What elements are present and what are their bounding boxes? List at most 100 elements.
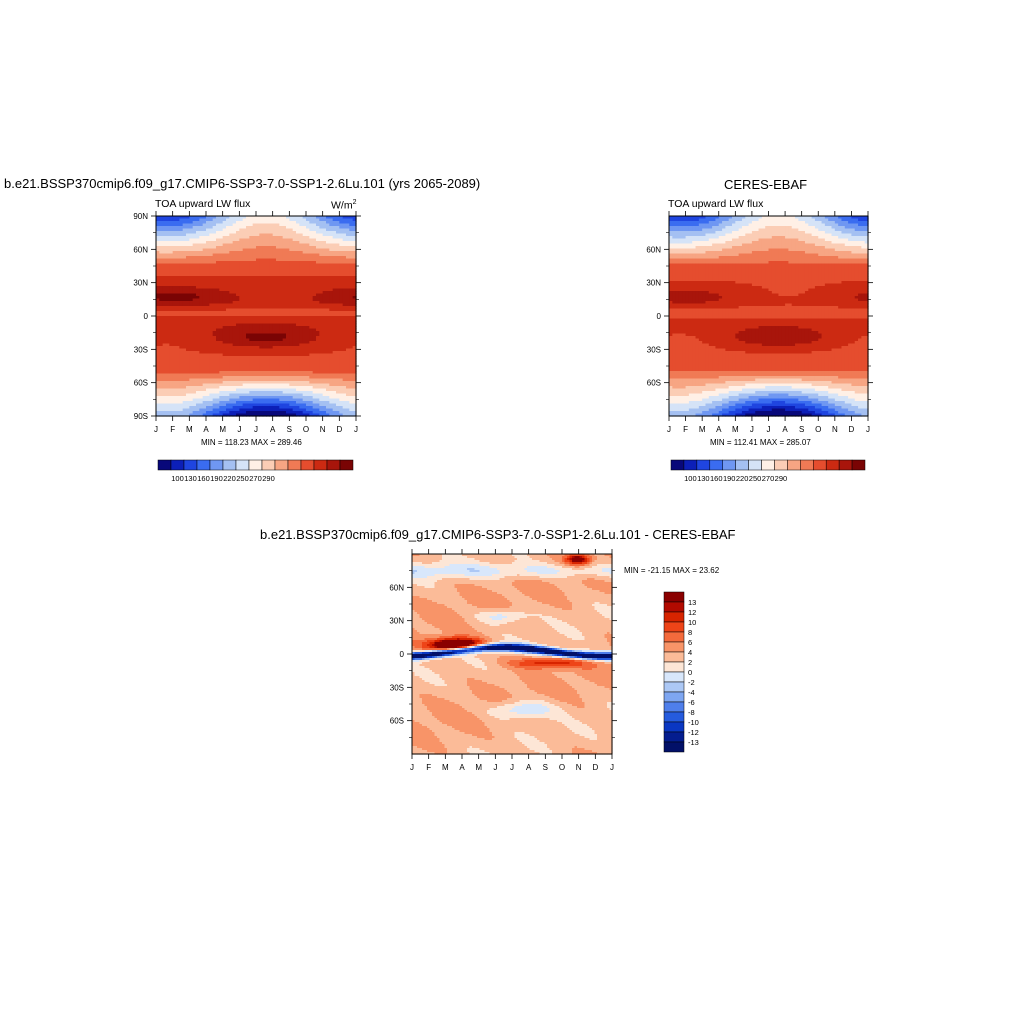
panel1-y-tick-label: 0	[144, 312, 149, 321]
panel3-heatmap	[412, 554, 613, 755]
panel3-colorbar-box	[663, 631, 685, 643]
panel1-x-tick-label: S	[287, 425, 292, 434]
panel2-x-tick-label: O	[815, 425, 821, 434]
panel1-colorbar-label: 190	[210, 474, 223, 483]
panel3-colorbar-box	[663, 591, 685, 603]
panel3-colorbar-box	[663, 671, 685, 683]
panel3-x-tick-label: D	[592, 763, 598, 772]
panel1-x-tick-label: A	[270, 425, 276, 434]
panel1-units-exponent: 2	[353, 199, 357, 206]
panel2-y-tick-label: 30N	[646, 279, 661, 288]
panel3-colorbar-box	[663, 661, 685, 673]
panel2-x-tick-label: N	[832, 425, 838, 434]
panel3-colorbar-box	[663, 601, 685, 613]
panel1-colorbar-box	[300, 459, 315, 471]
panel2-colorbar-box	[683, 459, 698, 471]
panel2-colorbar-box	[696, 459, 711, 471]
panel2-colorbar-label: 160	[710, 474, 723, 483]
panel1-x-tick-label: D	[336, 425, 342, 434]
panel2-x-tick-label: J	[866, 425, 870, 434]
panel1-x-tick-label: M	[186, 425, 193, 434]
panel1-heatmap	[156, 216, 357, 417]
panel3-colorbar-box	[663, 641, 685, 653]
panel2-y-tick-label: 0	[657, 312, 662, 321]
panel1-units-base: W/m	[331, 200, 353, 212]
panel1-colorbar-box	[170, 459, 185, 471]
panel3-colorbar-label: 4	[688, 648, 692, 657]
panel3-x-tick-label: S	[543, 763, 548, 772]
panel3-y-tick-label: 0	[400, 650, 405, 659]
panel3-colorbar-label: -10	[688, 718, 699, 727]
panel2-x-tick-label: S	[799, 425, 804, 434]
panel1-x-tick-label: J	[237, 425, 241, 434]
panel1-x-tick-label: J	[154, 425, 158, 434]
panel3-colorbar-label: -6	[688, 698, 695, 707]
panel1-colorbar-box	[209, 459, 224, 471]
panel2-x-tick-label: J	[667, 425, 671, 434]
panel2-x-tick-label: A	[716, 425, 722, 434]
panel1-stats: MIN = 118.23 MAX = 289.46	[201, 438, 302, 447]
panel2-colorbar-label: 130	[697, 474, 710, 483]
panel2-colorbar-box	[800, 459, 814, 471]
panel3-colorbar-label: 8	[688, 628, 692, 637]
panel3-colorbar-label: 13	[688, 598, 696, 607]
panel1-y-tick-label: 90S	[134, 412, 148, 421]
panel1-colorbar-box	[235, 459, 250, 471]
panel1-colorbar-label: 130	[184, 474, 197, 483]
panel3-colorbar-label: -12	[688, 728, 699, 737]
panel3-colorbar-box	[663, 701, 685, 713]
panel2-colorbar-label: 100	[684, 474, 697, 483]
panel3-colorbar-box	[663, 731, 685, 743]
panel3-x-tick-label: J	[493, 763, 497, 772]
panel1-colorbar-box	[339, 459, 354, 471]
panel3-colorbar-label: 0	[688, 668, 692, 677]
panel3-colorbar-label: -2	[688, 678, 695, 687]
panel2-y-tick-label: 30S	[647, 345, 661, 354]
panel3-x-tick-label: M	[442, 763, 449, 772]
panel1-y-tick-label: 30N	[133, 279, 148, 288]
panel3-colorbar-box	[663, 611, 685, 623]
panel2-x-tick-label: M	[732, 425, 739, 434]
panel3-colorbar-label: 2	[688, 658, 692, 667]
panel1-y-tick-label: 60S	[134, 379, 148, 388]
panel3-colorbar-box	[663, 621, 685, 633]
panel3-y-tick-label: 60N	[389, 583, 404, 592]
panel2-x-tick-label: M	[699, 425, 706, 434]
panel2-colorbar-box	[774, 459, 788, 471]
panel3-colorbar-label: 12	[688, 608, 696, 617]
panel2-colorbar-label: 220	[736, 474, 749, 483]
panel2-colorbar-box	[813, 459, 827, 471]
panel3-x-tick-label: J	[610, 763, 614, 772]
panel2-colorbar-box	[838, 459, 853, 471]
panel1-x-tick-label: J	[254, 425, 258, 434]
panel1-colorbar-box	[196, 459, 211, 471]
panel1-colorbar-box	[274, 459, 289, 471]
panel1-colorbar-box	[157, 459, 172, 471]
panel3-y-tick-label: 60S	[390, 717, 404, 726]
panel1-colorbar-label: 160	[197, 474, 210, 483]
panel1-colorbar-box	[261, 459, 276, 471]
panel3-colorbar-label: 10	[688, 618, 696, 627]
panel2-colorbar-label: 290	[775, 474, 788, 483]
panel1-y-tick-label: 60N	[133, 245, 148, 254]
panel2-y-tick-label: 60N	[646, 245, 661, 254]
panel3-x-tick-label: A	[459, 763, 465, 772]
panel2-x-tick-label: J	[767, 425, 771, 434]
panel2-colorbar-box	[851, 459, 866, 471]
panel3-stats: MIN = -21.15 MAX = 23.62	[624, 566, 719, 575]
panel1-colorbar-box	[222, 459, 237, 471]
panel3-colorbar-box	[663, 651, 685, 663]
panel2-colorbar-label: 250	[749, 474, 762, 483]
panel1-y-tick-label: 30S	[134, 345, 148, 354]
panel2-heatmap	[669, 216, 869, 417]
panel1-variable-label: TOA upward LW flux	[155, 198, 250, 210]
panel1-units: W/m2	[331, 199, 356, 212]
panel3-x-tick-label: A	[526, 763, 532, 772]
panel2-colorbar-box	[670, 459, 685, 471]
panel2-colorbar-label: 270	[762, 474, 775, 483]
panel3-colorbar-label: -4	[688, 688, 695, 697]
panel1-colorbar-label: 220	[223, 474, 236, 483]
panel3-x-tick-label: N	[576, 763, 582, 772]
panel3-colorbar-label: -13	[688, 738, 699, 747]
